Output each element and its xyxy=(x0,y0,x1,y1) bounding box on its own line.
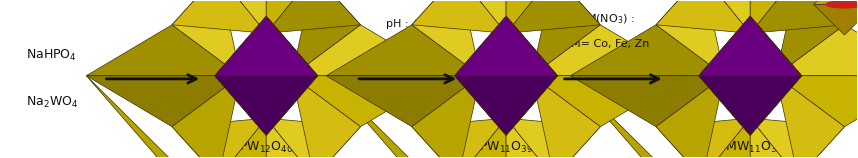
Text: PW$_{11}$O$_{39}$: PW$_{11}$O$_{39}$ xyxy=(479,140,533,155)
Polygon shape xyxy=(750,16,801,76)
Polygon shape xyxy=(87,76,266,158)
Polygon shape xyxy=(656,76,724,158)
Polygon shape xyxy=(750,0,844,33)
Text: PW$_{12}$O$_{40}$: PW$_{12}$O$_{40}$ xyxy=(239,140,293,155)
Text: NaHPO$_4$: NaHPO$_4$ xyxy=(27,48,77,63)
Polygon shape xyxy=(702,0,750,33)
Polygon shape xyxy=(698,16,750,135)
Polygon shape xyxy=(750,0,798,33)
Polygon shape xyxy=(266,118,360,158)
Polygon shape xyxy=(218,118,266,158)
Polygon shape xyxy=(750,16,801,135)
Polygon shape xyxy=(172,118,266,158)
Text: M(NO$_3$) :: M(NO$_3$) : xyxy=(586,13,635,26)
Polygon shape xyxy=(326,25,480,76)
Polygon shape xyxy=(412,0,480,76)
Polygon shape xyxy=(776,0,844,76)
Polygon shape xyxy=(266,16,317,135)
Polygon shape xyxy=(506,76,558,135)
Polygon shape xyxy=(172,0,266,33)
Polygon shape xyxy=(214,76,266,135)
Polygon shape xyxy=(214,16,266,76)
Polygon shape xyxy=(455,76,506,135)
Polygon shape xyxy=(532,25,686,76)
Polygon shape xyxy=(813,4,858,35)
Text: PMW$_{11}$O$_{39}$: PMW$_{11}$O$_{39}$ xyxy=(718,140,782,155)
Polygon shape xyxy=(698,16,750,76)
Polygon shape xyxy=(214,16,266,135)
Polygon shape xyxy=(750,118,798,158)
Polygon shape xyxy=(698,16,750,76)
Polygon shape xyxy=(266,118,314,158)
Polygon shape xyxy=(412,0,506,33)
Polygon shape xyxy=(266,16,317,76)
Polygon shape xyxy=(458,0,506,33)
Polygon shape xyxy=(571,25,724,76)
Polygon shape xyxy=(266,76,317,135)
Polygon shape xyxy=(214,76,317,135)
Text: Na$_2$WO$_4$: Na$_2$WO$_4$ xyxy=(27,95,79,110)
Polygon shape xyxy=(455,16,506,135)
Polygon shape xyxy=(571,76,724,127)
Polygon shape xyxy=(455,76,506,135)
Polygon shape xyxy=(656,118,750,158)
Polygon shape xyxy=(266,76,317,135)
Polygon shape xyxy=(292,76,446,127)
Polygon shape xyxy=(506,0,554,33)
Polygon shape xyxy=(266,0,314,33)
Polygon shape xyxy=(455,76,558,135)
Polygon shape xyxy=(458,118,506,158)
Polygon shape xyxy=(214,76,266,135)
Polygon shape xyxy=(532,0,601,76)
Polygon shape xyxy=(750,16,801,76)
Text: M= Co, Fe, Zn: M= Co, Fe, Zn xyxy=(571,40,650,49)
Polygon shape xyxy=(702,118,750,158)
Polygon shape xyxy=(698,16,801,76)
Circle shape xyxy=(826,1,858,8)
Polygon shape xyxy=(698,76,750,135)
Polygon shape xyxy=(218,0,266,33)
Polygon shape xyxy=(776,25,858,76)
Polygon shape xyxy=(326,76,506,158)
Polygon shape xyxy=(214,16,317,76)
Polygon shape xyxy=(506,118,601,158)
Polygon shape xyxy=(87,76,240,127)
Polygon shape xyxy=(266,0,360,33)
Polygon shape xyxy=(776,76,844,158)
Polygon shape xyxy=(326,76,480,127)
Polygon shape xyxy=(172,76,240,158)
Polygon shape xyxy=(532,76,601,158)
Polygon shape xyxy=(750,76,801,135)
Polygon shape xyxy=(506,16,558,76)
Polygon shape xyxy=(455,16,558,76)
Polygon shape xyxy=(776,76,858,127)
Polygon shape xyxy=(506,16,558,76)
Text: pH : 4.8: pH : 4.8 xyxy=(385,19,430,29)
Polygon shape xyxy=(698,76,801,135)
Polygon shape xyxy=(172,0,240,76)
Polygon shape xyxy=(506,0,601,33)
Polygon shape xyxy=(292,0,360,76)
Polygon shape xyxy=(506,118,554,158)
Polygon shape xyxy=(292,25,446,76)
Polygon shape xyxy=(506,16,558,135)
Polygon shape xyxy=(532,76,686,127)
Polygon shape xyxy=(506,76,558,135)
Circle shape xyxy=(828,1,858,7)
Polygon shape xyxy=(266,16,317,76)
Polygon shape xyxy=(455,16,506,76)
Polygon shape xyxy=(698,76,750,135)
Polygon shape xyxy=(292,76,360,158)
Polygon shape xyxy=(750,76,801,135)
Polygon shape xyxy=(656,0,750,33)
Polygon shape xyxy=(87,25,240,76)
Polygon shape xyxy=(750,118,844,158)
Polygon shape xyxy=(214,16,266,76)
Polygon shape xyxy=(571,76,750,158)
Polygon shape xyxy=(455,16,506,76)
Polygon shape xyxy=(412,76,480,158)
Polygon shape xyxy=(813,0,858,4)
Polygon shape xyxy=(412,118,506,158)
Polygon shape xyxy=(656,0,724,76)
